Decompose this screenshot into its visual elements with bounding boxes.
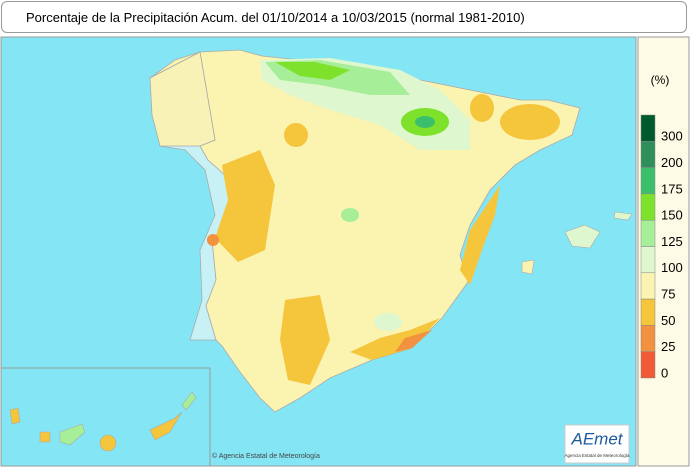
island — [181, 391, 197, 411]
dry-area — [280, 295, 330, 385]
logo-subtitle: Agencia Estatal de Meteorología — [564, 453, 630, 458]
legend-tick-label: 100 — [661, 260, 683, 275]
island — [59, 423, 86, 446]
legend-tick-label: 50 — [661, 313, 675, 328]
wet-area — [341, 208, 359, 222]
very-wet-area — [415, 116, 435, 128]
island — [39, 431, 51, 443]
dry-area — [284, 123, 308, 147]
legend-swatch — [640, 114, 656, 142]
legend-tick-label: 75 — [661, 287, 675, 302]
galicia — [149, 51, 216, 147]
legend-swatch — [640, 193, 656, 221]
legend-tick-label: 300 — [661, 129, 683, 144]
dry-area — [470, 94, 494, 122]
legend-tick-label: 25 — [661, 339, 675, 354]
title-bar: Porcentaje de la Precipitación Acum. del… — [1, 1, 687, 33]
legend-unit: (%) — [651, 73, 670, 87]
logo-box — [564, 424, 630, 464]
island — [149, 411, 183, 441]
dry-area — [460, 185, 500, 285]
legend-swatch — [640, 325, 656, 352]
legend-swatch — [640, 141, 656, 168]
legend-tick-label: 150 — [661, 208, 683, 223]
very-dry-area — [207, 234, 219, 246]
legend-tick-label: 175 — [661, 181, 683, 196]
legend-swatch — [640, 219, 656, 247]
island — [9, 407, 21, 425]
title: Porcentaje de la Precipitación Acum. del… — [26, 10, 525, 25]
island — [99, 434, 117, 452]
logo: AEmet — [570, 429, 623, 448]
wet-area — [374, 313, 402, 331]
dry-area — [500, 104, 560, 140]
legend-tick-label: 125 — [661, 234, 683, 249]
mallorca — [564, 224, 601, 249]
dry-area — [350, 318, 440, 360]
very-dry-area — [395, 330, 432, 352]
canary-inset — [0, 367, 211, 467]
dry-area — [215, 150, 275, 262]
legend-swatch — [640, 167, 656, 195]
legend-swatch — [640, 272, 656, 300]
legend-tick-label: 0 — [661, 365, 668, 380]
legend-swatch — [640, 351, 656, 379]
legend-swatch — [640, 298, 656, 326]
ibiza — [521, 259, 535, 275]
very-wet-area — [275, 62, 350, 80]
credit: © Agencia Estatal de Meteorología — [212, 452, 320, 460]
legend-tick-label: 200 — [661, 155, 683, 170]
legend: 300 200 175 150 125 100 75 50 25 0 — [640, 114, 683, 380]
legend-swatch — [640, 246, 656, 274]
menorca — [613, 211, 633, 221]
